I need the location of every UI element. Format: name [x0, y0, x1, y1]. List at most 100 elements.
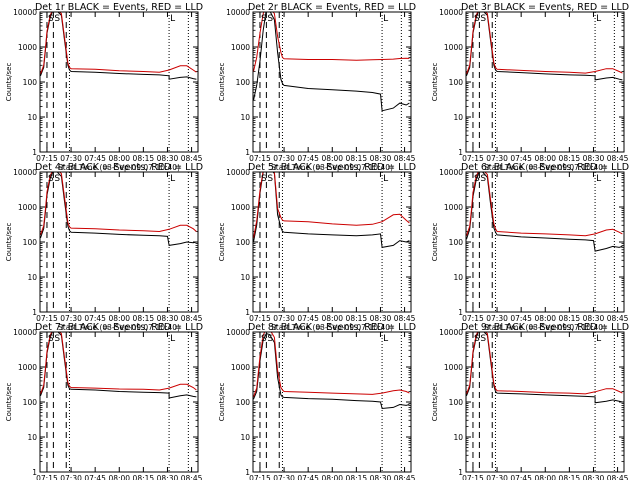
- panel-det-8r: Det 8r BLACK = Events, RED = LLD 1 10 100 10…: [218, 322, 416, 480]
- marker-s: S: [480, 174, 486, 184]
- x-tick-label: 08:00: [321, 154, 343, 163]
- marker-l: L: [596, 174, 601, 184]
- marker-l: L: [596, 14, 601, 24]
- x-axis-label: Start Time (03-Sep-09 07:10:40): [271, 323, 393, 332]
- x-tick-label: 08:30: [583, 154, 605, 163]
- x-tick-label: 07:45: [84, 154, 106, 163]
- series-line-events: [253, 172, 410, 248]
- x-tick-label: 07:30: [486, 314, 508, 323]
- y-tick-label: 1000: [231, 363, 250, 372]
- plot-frame: [465, 171, 625, 313]
- x-tick-label: 07:45: [297, 314, 319, 323]
- y-tick-label: 1: [245, 148, 250, 157]
- x-axis-label: Start Time (03-Sep-09 07:10:40): [484, 323, 606, 332]
- panel-det-3r: Det 3r BLACK = Events, RED = LLD 1 10 100 10…: [431, 2, 629, 172]
- x-tick-label: 07:30: [60, 474, 82, 480]
- y-axis-label: Counts/sec: [5, 63, 13, 102]
- x-tick-label: 07:30: [273, 474, 295, 480]
- x-tick-label: 08:45: [394, 474, 416, 480]
- y-tick-label: 10: [240, 113, 250, 122]
- series-line-lld: [40, 332, 197, 395]
- x-tick-label: 08:15: [346, 154, 368, 163]
- x-tick-label: 08:00: [534, 474, 556, 480]
- x-tick-label: 07:45: [510, 154, 532, 163]
- panel-det-1r: Det 1r BLACK = Events, RED = LLD 1 10 100 10…: [5, 2, 203, 172]
- x-tick-label: 07:15: [462, 314, 484, 323]
- y-tick-label: 10: [240, 433, 250, 442]
- marker-l: L: [383, 14, 388, 24]
- panel-title: Det 4r BLACK = Events, RED = LLD: [35, 162, 203, 173]
- y-tick-label: 10000: [439, 168, 463, 177]
- series-line-events: [466, 172, 623, 252]
- y-tick-label: 100: [23, 78, 38, 87]
- y-axis-label: Counts/sec: [431, 223, 439, 262]
- y-tick-label: 1: [32, 468, 37, 477]
- y-tick-label: 10: [453, 433, 463, 442]
- y-tick-label: 1: [458, 468, 463, 477]
- marker-l: L: [170, 14, 175, 24]
- x-axis-label: Start Time (03-Sep-09 07:10:40): [58, 163, 180, 172]
- y-tick-label: 10000: [226, 168, 250, 177]
- marker-s: S: [54, 334, 60, 344]
- x-tick-label: 08:15: [559, 314, 581, 323]
- y-tick-label: 10000: [13, 328, 37, 337]
- x-tick-label: 08:15: [346, 474, 368, 480]
- panel-det-9r: Det 9r BLACK = Events, RED = LLD 1 10 100 10…: [431, 322, 629, 480]
- x-tick-label: 08:45: [181, 154, 203, 163]
- x-tick-label: 07:15: [36, 314, 58, 323]
- plot-frame: [252, 171, 412, 313]
- x-tick-label: 08:30: [157, 474, 179, 480]
- y-tick-label: 1000: [444, 43, 463, 52]
- x-tick-label: 07:45: [297, 474, 319, 480]
- series-line-events: [40, 172, 197, 246]
- x-tick-label: 08:00: [108, 154, 130, 163]
- x-tick-label: 08:15: [133, 154, 155, 163]
- y-tick-label: 10: [27, 273, 37, 282]
- marker-s: S: [267, 14, 273, 24]
- x-tick-label: 08:30: [370, 474, 392, 480]
- marker-s: S: [267, 174, 273, 184]
- x-tick-label: 07:30: [486, 474, 508, 480]
- y-tick-label: 10: [27, 113, 37, 122]
- x-tick-label: 08:30: [157, 314, 179, 323]
- y-axis-label: Counts/sec: [5, 223, 13, 262]
- marker-s: S: [480, 334, 486, 344]
- panel-title: Det 9r BLACK = Events, RED = LLD: [461, 322, 629, 333]
- marker-s: S: [261, 14, 267, 24]
- series-line-lld: [253, 332, 410, 398]
- x-tick-label: 07:15: [36, 474, 58, 480]
- y-tick-label: 100: [236, 78, 251, 87]
- x-tick-label: 08:15: [133, 314, 155, 323]
- panel-det-6r: Det 6r BLACK = Events, RED = LLD 1 10 100 10…: [431, 162, 629, 332]
- x-tick-label: 08:45: [607, 474, 629, 480]
- plot-frame: [465, 11, 625, 153]
- marker-s: S: [474, 14, 480, 24]
- x-tick-label: 08:00: [321, 314, 343, 323]
- y-axis-label: Counts/sec: [218, 63, 226, 102]
- y-tick-label: 100: [449, 238, 464, 247]
- series-line-lld: [466, 12, 623, 75]
- x-axis-label: Start Time (03-Sep-09 07:10:40): [58, 323, 180, 332]
- x-tick-label: 07:45: [84, 314, 106, 323]
- series-line-lld: [40, 172, 197, 236]
- x-tick-label: 08:30: [583, 314, 605, 323]
- marker-l: L: [170, 174, 175, 184]
- y-tick-label: 10000: [226, 328, 250, 337]
- panel-det-4r: Det 4r BLACK = Events, RED = LLD 1 10 100 10…: [5, 162, 203, 332]
- panel-title: Det 3r BLACK = Events, RED = LLD: [461, 2, 629, 13]
- x-tick-label: 07:45: [510, 474, 532, 480]
- marker-s: S: [474, 334, 480, 344]
- x-tick-label: 08:45: [394, 314, 416, 323]
- panel-det-2r: Det 2r BLACK = Events, RED = LLD 1 10 100 10…: [218, 2, 416, 172]
- panel-det-7r: Det 7r BLACK = Events, RED = LLD 1 10 100 10…: [5, 322, 203, 480]
- y-tick-label: 100: [236, 398, 251, 407]
- x-tick-label: 08:00: [534, 154, 556, 163]
- x-tick-label: 07:30: [273, 154, 295, 163]
- panel-title: Det 8r BLACK = Events, RED = LLD: [248, 322, 416, 333]
- y-axis-label: Counts/sec: [218, 223, 226, 262]
- x-tick-label: 08:30: [583, 474, 605, 480]
- marker-s: S: [474, 174, 480, 184]
- plot-frame: [39, 331, 199, 473]
- x-tick-label: 07:15: [462, 474, 484, 480]
